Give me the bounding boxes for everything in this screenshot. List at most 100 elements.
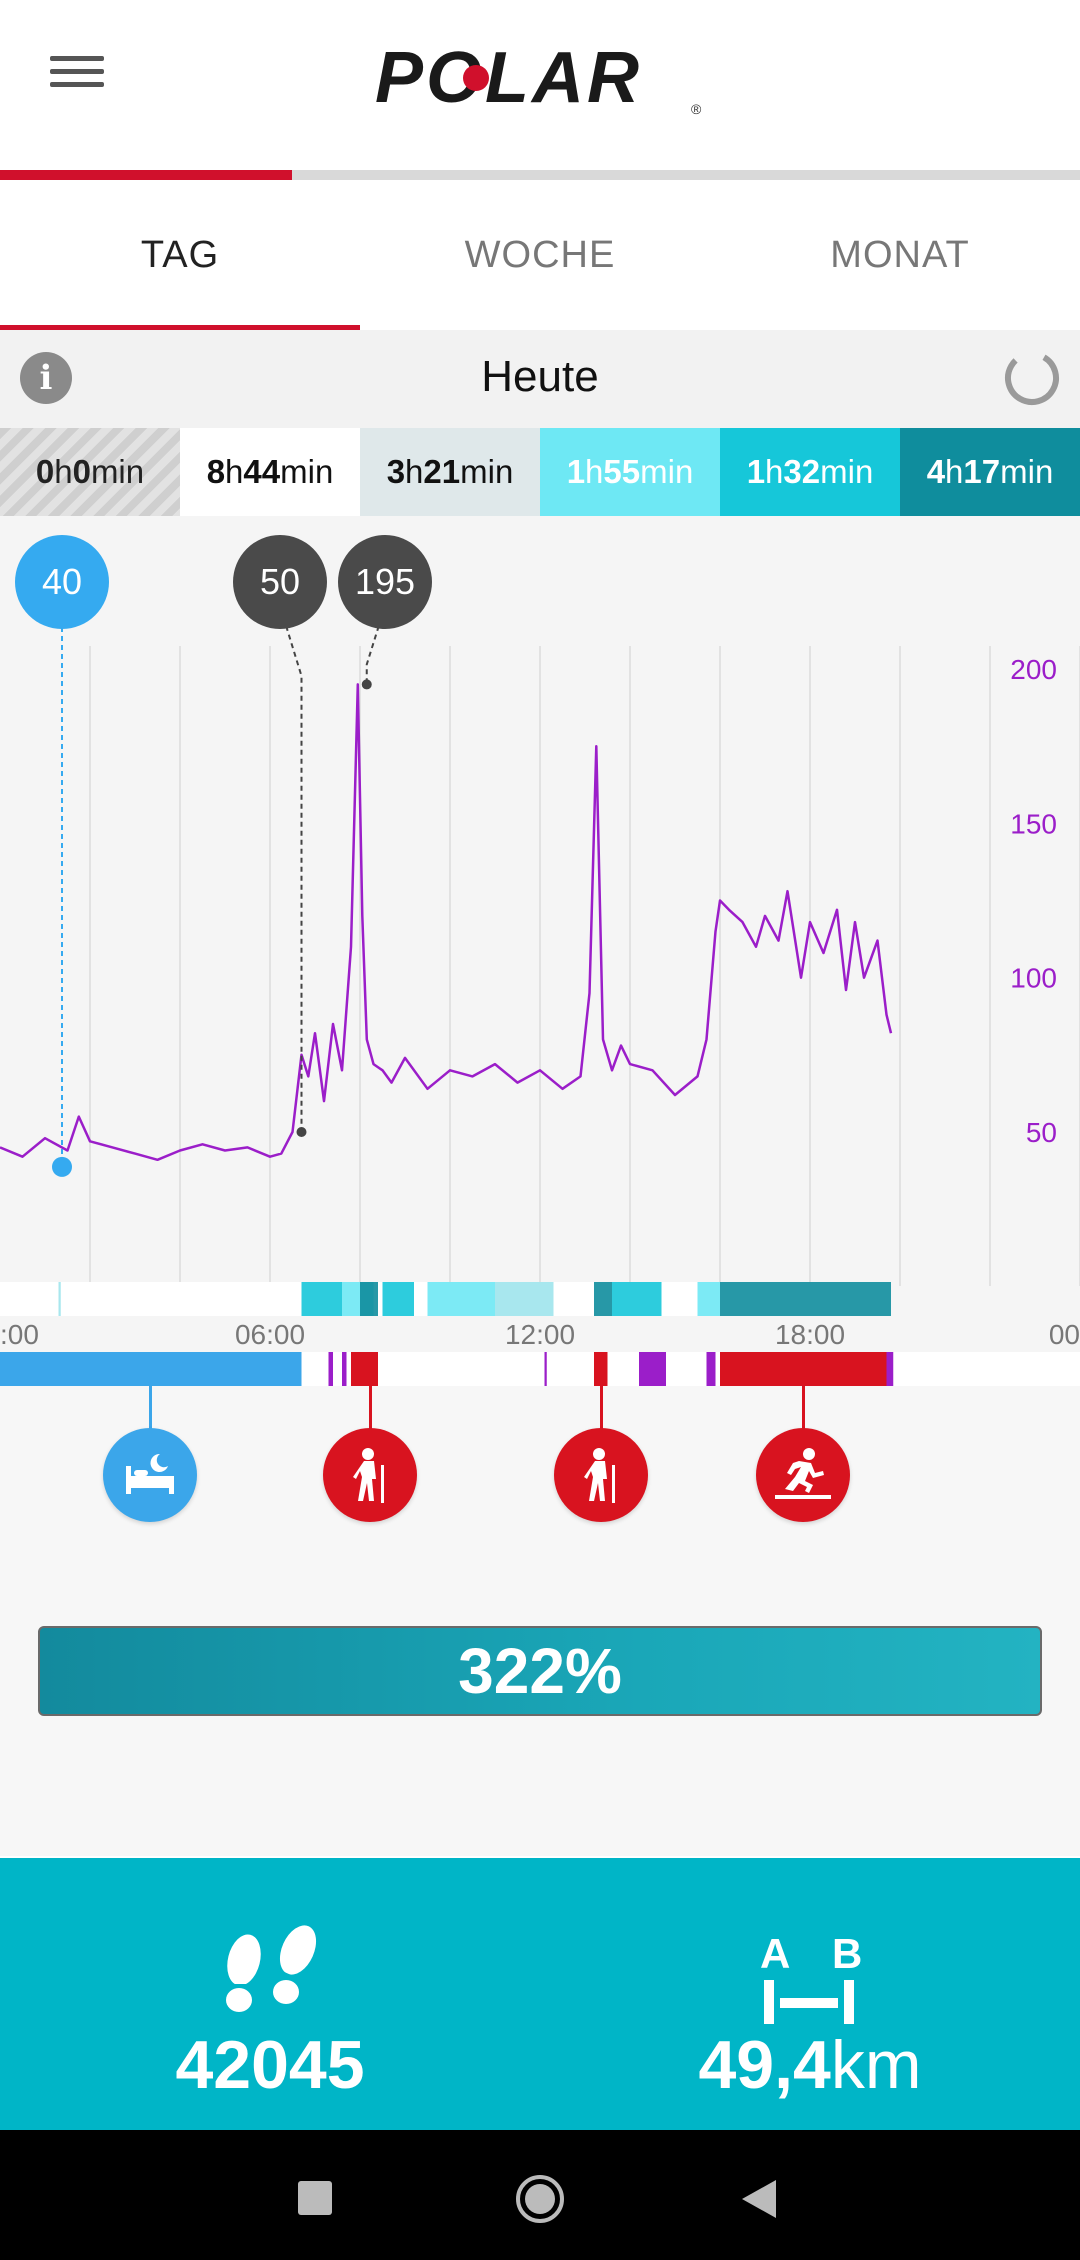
zone-duration-4[interactable]: 1 h 32 min bbox=[720, 428, 900, 516]
date-label: Heute bbox=[481, 352, 599, 401]
steps-value: 42045 bbox=[175, 2027, 365, 2103]
heart-rate-line bbox=[0, 683, 893, 1162]
intensity-segment bbox=[427, 1282, 495, 1316]
heart-rate-zones-strip: 0 h 0 min 8 h 44 min 3 h 21 min 1 h 55 min 1 h 32 min 4 h 17 mi… bbox=[0, 428, 1080, 516]
polar-logo: POLAR ® bbox=[375, 40, 702, 118]
sync-progress-fill bbox=[0, 170, 292, 180]
home-icon[interactable] bbox=[515, 2174, 565, 2224]
activity-segment bbox=[351, 1352, 378, 1386]
y-tick-label: 50 bbox=[1026, 1117, 1057, 1148]
steps-stat[interactable]: 42045 bbox=[0, 1858, 540, 2130]
zone-duration-2[interactable]: 3 h 21 min bbox=[360, 428, 540, 516]
zone-minutes-unit: min bbox=[820, 453, 874, 490]
activity-connector bbox=[600, 1386, 603, 1432]
activity-segment bbox=[639, 1352, 666, 1386]
x-tick-label: 12:00 bbox=[505, 1319, 575, 1350]
tab-day[interactable]: TAG bbox=[0, 180, 360, 330]
marker-bubble bbox=[338, 535, 432, 629]
zone-minutes: 17 bbox=[963, 453, 1001, 490]
zone-hours-unit: h bbox=[765, 453, 784, 490]
zone-hours-unit: h bbox=[945, 453, 964, 490]
activity-segment bbox=[706, 1352, 716, 1386]
period-tabs: TAG WOCHE MONAT bbox=[0, 180, 1080, 330]
android-navigation-bar bbox=[0, 2130, 1080, 2260]
activity-goal-bar[interactable]: 322% bbox=[38, 1626, 1042, 1716]
zone-hours: 3 bbox=[386, 453, 406, 490]
sync-icon[interactable] bbox=[1000, 346, 1064, 410]
intensity-segment bbox=[382, 1282, 414, 1316]
zone-minutes: 21 bbox=[423, 453, 461, 490]
zone-hours: 1 bbox=[746, 453, 766, 490]
chart-grid bbox=[89, 646, 1080, 1286]
activity-segment bbox=[328, 1352, 333, 1386]
zone-hours: 1 bbox=[566, 453, 586, 490]
zone-duration-5[interactable]: 4 h 17 min bbox=[900, 428, 1080, 516]
activity-connector bbox=[149, 1386, 152, 1432]
zone-hours-unit: h bbox=[585, 453, 604, 490]
intensity-segment bbox=[697, 1282, 720, 1316]
brand-name: POLAR bbox=[375, 40, 642, 118]
heart-rate-chart[interactable]: 200 150 100 50:00 06:00 12:00 18:00 00 40 50 195 bbox=[0, 516, 1080, 1386]
marker-bubble bbox=[15, 535, 109, 629]
distance-ab-icon: A B bbox=[760, 1930, 862, 2024]
x-tick-label: 06:00 bbox=[235, 1319, 305, 1350]
distance-value: 49,4km bbox=[540, 2026, 1080, 2104]
distance-stat[interactable]: A B 49,4km bbox=[540, 1858, 1080, 2130]
activity-segment bbox=[594, 1352, 608, 1386]
intensity-segment bbox=[495, 1282, 554, 1316]
app-header: POLAR ® bbox=[0, 0, 1080, 172]
tab-week[interactable]: WOCHE bbox=[464, 233, 616, 276]
intensity-segment bbox=[594, 1282, 612, 1316]
x-tick-label: 18:00 bbox=[775, 1319, 845, 1350]
zone-duration-0[interactable]: 0 h 0 min bbox=[0, 428, 180, 516]
distance-b-label: B bbox=[832, 1930, 862, 1977]
y-tick-label: 150 bbox=[1010, 808, 1057, 839]
zone-minutes-unit: min bbox=[640, 453, 694, 490]
sleep-segment bbox=[0, 1352, 302, 1386]
value-marker-2[interactable]: 195 bbox=[338, 535, 432, 690]
marker-point bbox=[361, 679, 372, 690]
zone-duration-3[interactable]: 1 h 55 min bbox=[540, 428, 720, 516]
value-marker-1[interactable]: 50 bbox=[233, 535, 327, 1137]
zone-hours: 0 bbox=[35, 453, 55, 490]
marker-value: 40 bbox=[42, 561, 82, 602]
x-tick-label: :00 bbox=[0, 1319, 39, 1350]
walking-icon[interactable] bbox=[323, 1428, 417, 1522]
value-marker-0[interactable]: 40 bbox=[15, 535, 109, 1177]
marker-point bbox=[296, 1127, 307, 1137]
zone-minutes-unit: min bbox=[1000, 453, 1054, 490]
zone-hours-unit: h bbox=[225, 453, 244, 490]
zone-minutes: 44 bbox=[243, 453, 281, 490]
back-icon[interactable] bbox=[740, 2178, 780, 2220]
sleep-icon[interactable] bbox=[103, 1428, 197, 1522]
zone-minutes-unit: min bbox=[460, 453, 514, 490]
treadmill-running-icon[interactable] bbox=[756, 1428, 850, 1522]
intensity-segment bbox=[720, 1282, 891, 1316]
tab-month[interactable]: MONAT bbox=[830, 233, 970, 276]
info-icon[interactable]: i bbox=[20, 352, 72, 404]
zone-hours-unit: h bbox=[405, 453, 424, 490]
marker-point bbox=[52, 1156, 72, 1177]
activity-connector bbox=[369, 1386, 372, 1432]
marker-value: 50 bbox=[260, 561, 300, 602]
zone-minutes-unit: min bbox=[90, 453, 145, 490]
walking-icon[interactable] bbox=[554, 1428, 648, 1522]
recent-apps-icon[interactable] bbox=[298, 2181, 332, 2215]
zone-duration-1[interactable]: 8 h 44 min bbox=[180, 428, 360, 516]
hamburger-icon[interactable] bbox=[40, 50, 114, 102]
sync-progress-track bbox=[0, 170, 1080, 180]
zone-minutes: 32 bbox=[783, 453, 821, 490]
daily-stats-panel: 42045 A B 49,4km bbox=[0, 1858, 1080, 2130]
distance-a-label: A bbox=[760, 1930, 790, 1977]
zone-hours-unit: h bbox=[54, 453, 73, 490]
intensity-segment bbox=[301, 1282, 342, 1316]
activity-segment bbox=[342, 1352, 347, 1386]
intensity-band bbox=[0, 1282, 891, 1316]
zone-hours: 4 bbox=[926, 453, 946, 490]
marker-connector bbox=[279, 582, 303, 1132]
goal-percent: 322% bbox=[458, 1635, 622, 1707]
x-tick-label: 00 bbox=[1049, 1319, 1080, 1350]
registered-mark: ® bbox=[691, 101, 702, 117]
intensity-segment bbox=[612, 1282, 662, 1316]
zone-minutes-unit: min bbox=[280, 453, 334, 490]
